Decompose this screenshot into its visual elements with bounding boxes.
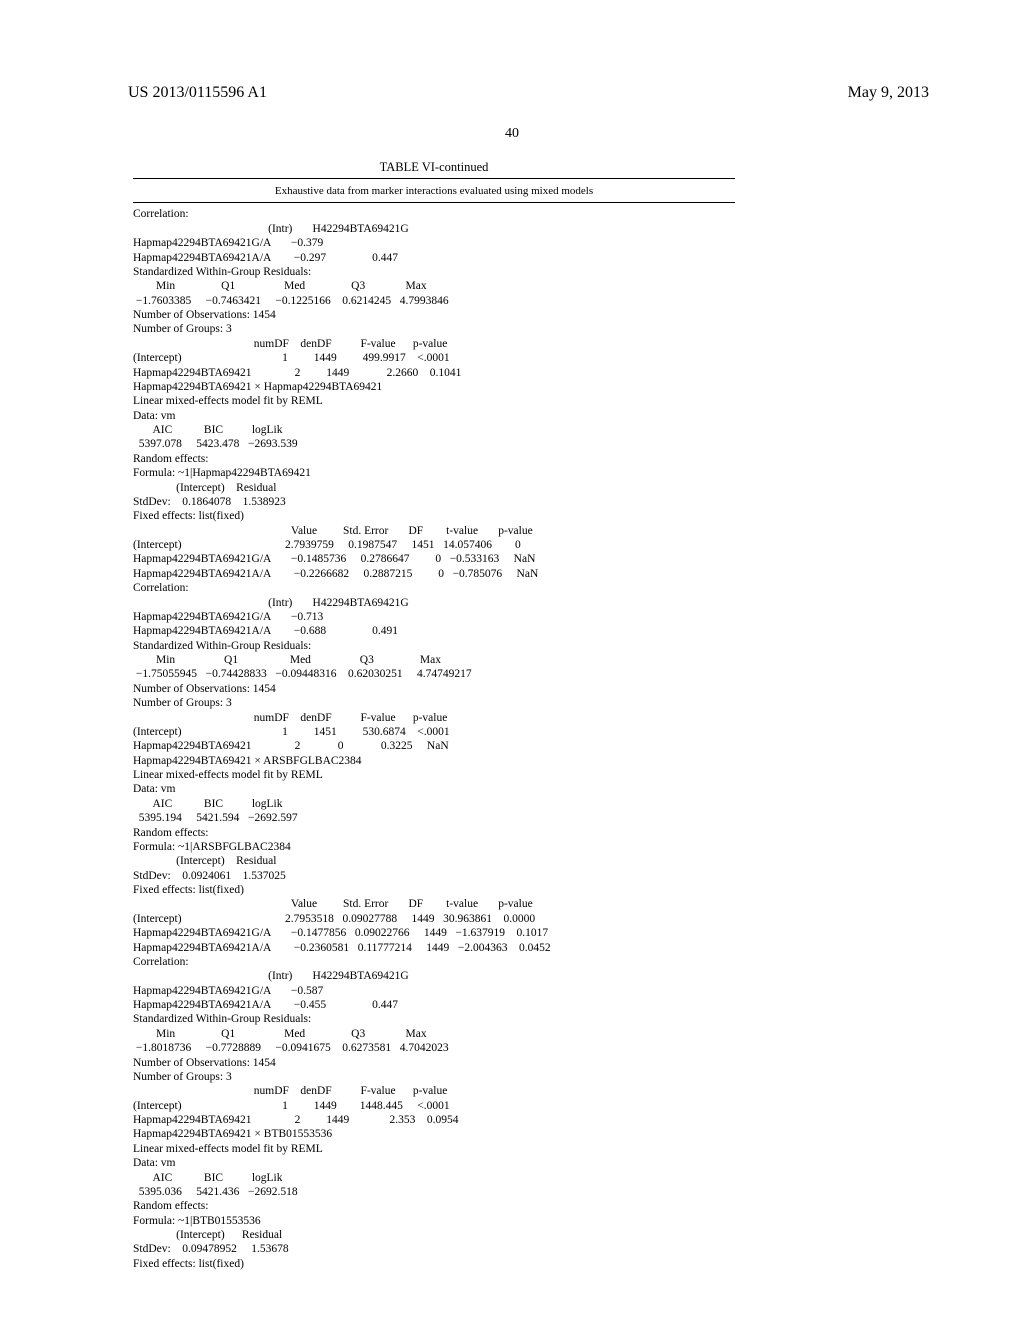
table-content: TABLE VI-continued Exhaustive data from … [133,160,735,1271]
table-title: TABLE VI-continued [133,160,735,176]
divider [133,178,735,179]
table-subtitle: Exhaustive data from marker interactions… [133,185,735,199]
page-number: 40 [0,126,1024,142]
publication-id: US 2013/0115596 A1 [128,84,267,102]
publication-date: May 9, 2013 [848,84,929,102]
divider [133,202,735,203]
table-body: Correlation: (Intr) H42294BTA69421G Hapm… [133,207,735,1271]
